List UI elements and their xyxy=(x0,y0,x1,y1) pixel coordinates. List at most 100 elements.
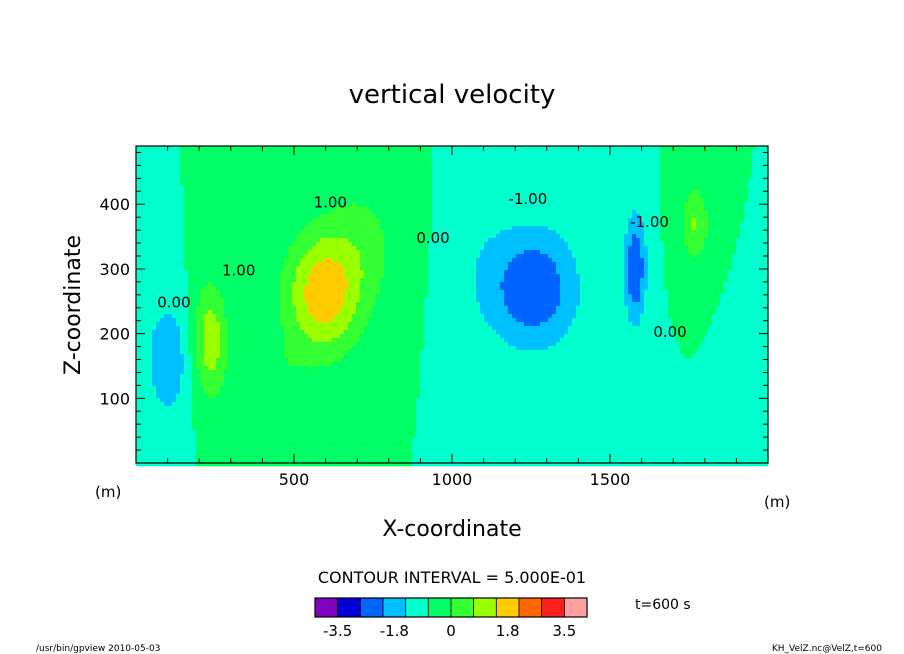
heatmap-cell xyxy=(452,154,457,159)
heatmap-cell xyxy=(480,242,485,247)
heatmap-cell xyxy=(604,182,609,187)
heatmap-cell xyxy=(360,182,365,187)
heatmap-cell xyxy=(600,190,605,195)
heatmap-cell xyxy=(200,202,205,207)
heatmap-cell xyxy=(444,158,449,163)
heatmap-cell xyxy=(444,202,449,207)
heatmap-cell xyxy=(648,262,653,267)
heatmap-cell xyxy=(540,218,545,223)
heatmap-cell xyxy=(692,258,697,263)
heatmap-cell xyxy=(680,186,685,191)
heatmap-cell xyxy=(668,230,673,235)
heatmap-cell xyxy=(364,226,369,231)
heatmap-cell xyxy=(448,270,453,275)
heatmap-cell xyxy=(176,234,181,239)
heatmap-cell xyxy=(408,198,413,203)
heatmap-cell xyxy=(220,150,225,155)
heatmap-cell xyxy=(180,170,185,175)
heatmap-cell xyxy=(136,178,141,183)
heatmap-cell xyxy=(188,190,193,195)
heatmap-cell xyxy=(728,258,733,263)
heatmap-cell xyxy=(564,166,569,171)
heatmap-cell xyxy=(724,210,729,215)
heatmap-cell xyxy=(616,258,621,263)
heatmap-cell xyxy=(532,194,537,199)
heatmap-cell xyxy=(612,170,617,175)
heatmap-cell xyxy=(712,210,717,215)
heatmap-cell xyxy=(256,270,261,275)
heatmap-cell xyxy=(300,238,305,243)
heatmap-cell xyxy=(572,166,577,171)
heatmap-cell xyxy=(288,154,293,159)
heatmap-cell xyxy=(736,258,741,263)
heatmap-cell xyxy=(372,270,377,275)
heatmap-cell xyxy=(692,202,697,207)
heatmap-cell xyxy=(628,158,633,163)
heatmap-cell xyxy=(728,190,733,195)
heatmap-cell xyxy=(512,258,517,263)
heatmap-cell xyxy=(372,242,377,247)
heatmap-cell xyxy=(232,146,237,151)
heatmap-cell xyxy=(568,174,573,179)
heatmap-cell xyxy=(348,182,353,187)
heatmap-cell xyxy=(140,162,145,167)
heatmap-cell xyxy=(476,262,481,267)
heatmap-cell xyxy=(432,226,437,231)
heatmap-cell xyxy=(588,162,593,167)
heatmap-cell xyxy=(188,186,193,191)
heatmap-cell xyxy=(512,246,517,251)
heatmap-cell xyxy=(436,214,441,219)
heatmap-cell xyxy=(196,230,201,235)
heatmap-cell xyxy=(216,190,221,195)
heatmap-cell xyxy=(136,214,141,219)
heatmap-cell xyxy=(340,166,345,171)
heatmap-cell xyxy=(612,166,617,171)
heatmap-cell xyxy=(440,214,445,219)
heatmap-cell xyxy=(348,218,353,223)
heatmap-cell xyxy=(448,250,453,255)
heatmap-cell xyxy=(260,154,265,159)
heatmap-cell xyxy=(736,166,741,171)
heatmap-cell xyxy=(696,186,701,191)
heatmap-cell xyxy=(584,226,589,231)
heatmap-cell xyxy=(636,222,641,227)
heatmap-cell xyxy=(240,202,245,207)
heatmap-cell xyxy=(372,194,377,199)
heatmap-cell xyxy=(300,174,305,179)
heatmap-cell xyxy=(656,146,661,151)
heatmap-cell xyxy=(528,258,533,263)
heatmap-cell xyxy=(252,210,257,215)
heatmap-cell xyxy=(468,210,473,215)
heatmap-cell xyxy=(700,242,705,247)
heatmap-cell xyxy=(380,266,385,271)
heatmap-cell xyxy=(364,242,369,247)
heatmap-cell xyxy=(328,222,333,227)
heatmap-cell xyxy=(456,266,461,271)
heatmap-cell xyxy=(672,198,677,203)
heatmap-cell xyxy=(468,266,473,271)
heatmap-cell xyxy=(692,162,697,167)
heatmap-cell xyxy=(240,218,245,223)
heatmap-cell xyxy=(192,198,197,203)
heatmap-cell xyxy=(272,206,277,211)
heatmap-cell xyxy=(632,202,637,207)
heatmap-cell xyxy=(204,210,209,215)
heatmap-cell xyxy=(276,234,281,239)
heatmap-cell xyxy=(640,202,645,207)
heatmap-cell xyxy=(284,238,289,243)
heatmap-cell xyxy=(544,222,549,227)
heatmap-cell xyxy=(152,258,157,263)
heatmap-cell xyxy=(572,214,577,219)
heatmap-cell xyxy=(144,162,149,167)
heatmap-cell xyxy=(504,182,509,187)
heatmap-cell xyxy=(428,150,433,155)
heatmap-cell xyxy=(668,158,673,163)
heatmap-cell xyxy=(560,174,565,179)
heatmap-cell xyxy=(748,214,753,219)
heatmap-cell xyxy=(288,158,293,163)
heatmap-cell xyxy=(752,154,757,159)
heatmap-cell xyxy=(452,190,457,195)
heatmap-cell xyxy=(416,270,421,275)
heatmap-cell xyxy=(316,158,321,163)
heatmap-cell xyxy=(412,230,417,235)
